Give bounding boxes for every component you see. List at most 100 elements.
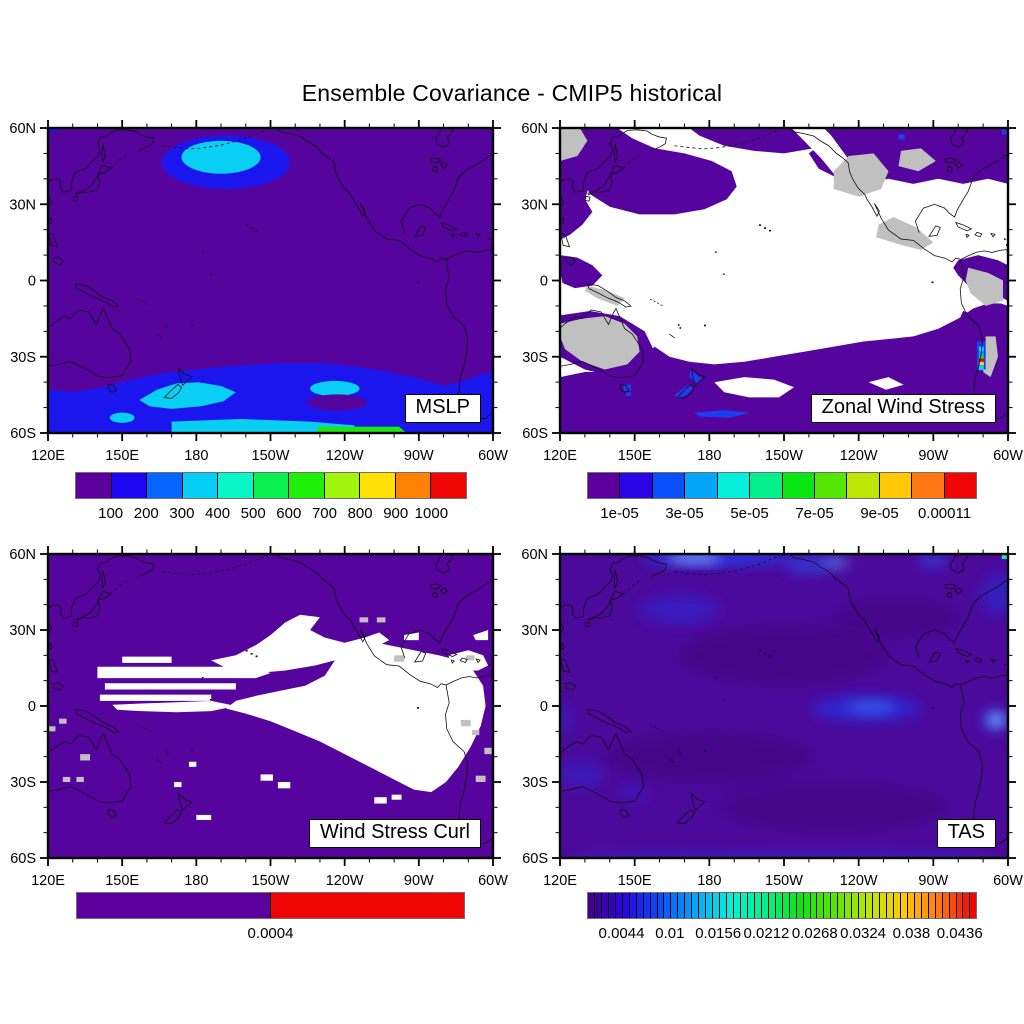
map-zonal-wind-stress: 60N 30N 0 30S 60S 120E 150E 180 150W 120W 90W 60W	[521, 120, 1023, 464]
map-feature	[139, 382, 236, 409]
map-feature	[448, 650, 489, 671]
colorbar-cell	[692, 893, 700, 918]
colorbar-cell	[970, 893, 977, 918]
map-feature	[473, 630, 489, 641]
colorbar-swatches	[587, 472, 977, 499]
map-feature	[460, 719, 471, 727]
colorbar-cell	[685, 893, 693, 918]
colorbar-cell	[636, 893, 644, 918]
colorbar-cell	[678, 893, 686, 918]
map-feature	[714, 377, 794, 398]
map-feature	[188, 761, 197, 767]
map-feature	[260, 774, 273, 781]
colorbar-cell	[588, 473, 621, 498]
colorbar-swatches	[587, 892, 977, 919]
colorbar-cell	[657, 893, 665, 918]
x-axis-tick-label: 180	[697, 448, 721, 464]
map-feature	[109, 412, 135, 423]
map-feature	[62, 776, 71, 782]
colorbar-cell	[880, 893, 887, 918]
y-axis-tick-label: 0	[540, 699, 548, 715]
map-feature	[80, 754, 91, 761]
colorbar-cell	[289, 473, 325, 498]
map-feature	[694, 410, 750, 418]
colorbar-tick-label: 0.0268	[791, 925, 838, 942]
x-axis-tick-label: 150W	[252, 448, 290, 464]
colorbar-cell	[717, 473, 751, 498]
map-feature	[719, 782, 949, 833]
x-axis-tick-label: 180	[697, 873, 721, 889]
colorbar-tas: 0.0044 0.01 0.0156 0.0212 0.0268 0.0324 0.038 0…	[587, 892, 983, 942]
colorbar-tick-label: 5e-05	[730, 505, 769, 522]
y-axis-tick-label: 60S	[522, 851, 548, 867]
map-feature	[679, 624, 889, 686]
map-feature	[104, 683, 236, 690]
x-axis-tick-label: 150W	[765, 448, 803, 464]
x-axis-tick-label: 90W	[918, 448, 948, 464]
colorbar-cell	[594, 893, 602, 918]
colorbar-cell	[650, 893, 658, 918]
colorbar-cell	[652, 473, 686, 498]
colorbar-cell	[324, 473, 361, 498]
colorbar-tick-label: 0.01	[655, 925, 685, 942]
colorbar-cell	[706, 893, 714, 918]
map-feature	[868, 377, 904, 390]
map-tas: 60N 30N 0 30S 60S 120E 150E 180 150W 120W 90W 60W	[521, 546, 1023, 889]
map-feature	[1001, 554, 1008, 560]
colorbar-cell	[754, 893, 762, 918]
map-feature	[171, 419, 355, 433]
map-feature	[59, 718, 67, 724]
panel-wind-stress-curl: 60N 30N 0 30S 60S 120E 150E 180 150W 120W 90W 60W W…	[9, 546, 508, 889]
colorbar-tick-label: 100	[98, 505, 124, 522]
y-axis-tick-label: 30S	[522, 775, 548, 791]
colorbar-cell	[803, 893, 811, 918]
colorbar-cell	[956, 893, 964, 918]
colorbar-tick-label: 1000	[414, 505, 449, 522]
map-feature	[876, 217, 934, 250]
x-axis-tick-label: 90W	[404, 448, 434, 464]
map-feature	[97, 666, 271, 679]
map-feature	[831, 597, 961, 638]
map-feature	[622, 784, 648, 800]
y-axis-tick-label: 30S	[522, 350, 548, 366]
x-axis-tick-label: 120E	[543, 448, 577, 464]
map-feature	[667, 554, 722, 564]
colorbar-tick-label: 7e-05	[795, 505, 834, 522]
colorbar-cell	[838, 893, 846, 918]
figure-title: Ensemble Covariance - CMIP5 historical	[301, 80, 723, 106]
map-feature	[376, 617, 386, 623]
colorbar-cell	[782, 473, 815, 498]
colorbar-cell	[775, 893, 783, 918]
map-feature	[978, 358, 984, 362]
map-feature	[560, 761, 605, 788]
panel-label-tas: TAS	[936, 819, 996, 848]
y-axis-tick-label: 60N	[9, 121, 36, 137]
colorbar-cell	[727, 893, 735, 918]
colorbar-cell	[912, 473, 945, 498]
colorbar-cell	[873, 893, 881, 918]
map-feature	[1001, 129, 1008, 135]
colorbar-tick-label: 3e-05	[665, 505, 704, 522]
map-feature	[823, 557, 849, 569]
x-axis-tick-label: 120W	[840, 873, 878, 889]
map-feature	[277, 782, 291, 789]
colorbar-cell	[789, 893, 797, 918]
panel-tas: 60N 30N 0 30S 60S 120E 150E 180 150W 120W 90W 60W T…	[521, 546, 1023, 889]
colorbar-cell	[76, 473, 112, 498]
colorbar-cell	[685, 473, 718, 498]
y-axis-tick-label: 60N	[521, 547, 548, 563]
map-feature	[560, 128, 588, 161]
map-feature	[391, 794, 402, 800]
map-feature	[978, 365, 984, 371]
map-feature	[560, 703, 570, 734]
colorbar-cell	[824, 893, 832, 918]
map-feature	[639, 594, 720, 625]
x-axis-tick-label: 90W	[918, 873, 948, 889]
colorbar-cell	[761, 893, 769, 918]
panel-label-wind-stress-curl: Wind Stress Curl	[308, 819, 481, 848]
panel-label-zonal-wind-stress: Zonal Wind Stress	[810, 394, 996, 423]
colorbar-cell	[111, 473, 148, 498]
map-feature	[604, 731, 814, 782]
map-feature	[404, 632, 419, 641]
